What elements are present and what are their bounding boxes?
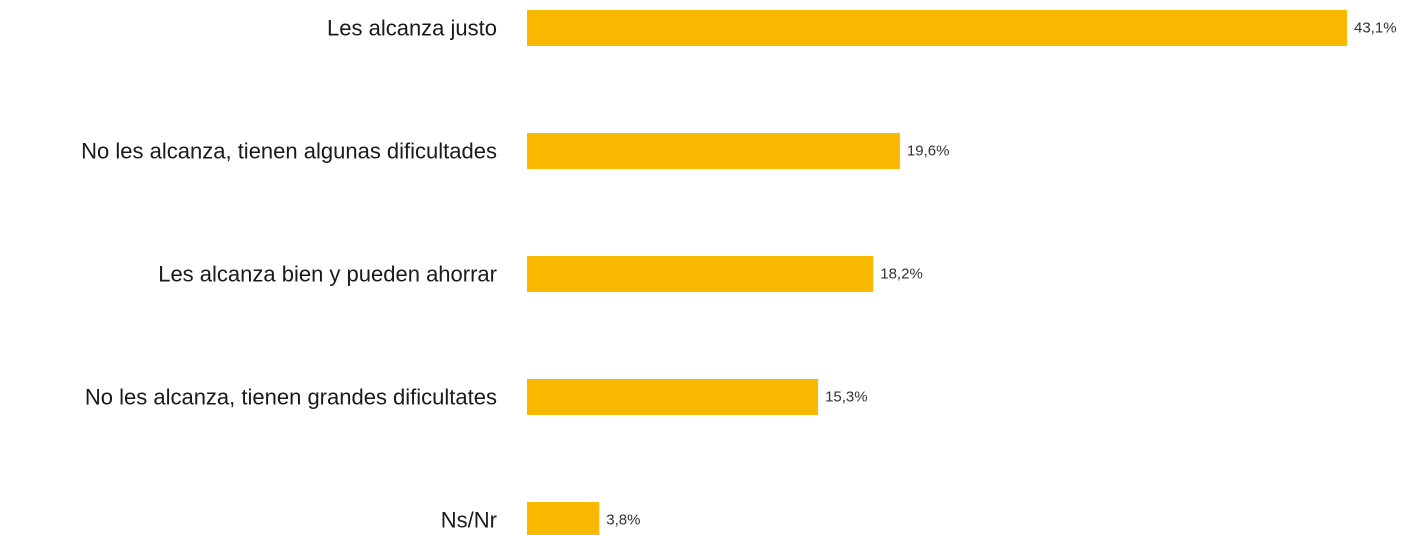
value-label: 15,3%: [825, 389, 868, 406]
value-label: 3,8%: [606, 512, 640, 529]
bar: [527, 379, 819, 415]
value-label: 19,6%: [907, 143, 950, 160]
category-label: No les alcanza, tienen grandes dificulta…: [85, 385, 497, 410]
category-label: No les alcanza, tienen algunas dificulta…: [81, 139, 497, 164]
category-label: Les alcanza bien y pueden ahorrar: [158, 262, 497, 287]
category-label: Ns/Nr: [441, 508, 497, 533]
bar: [527, 256, 874, 292]
value-label: 43,1%: [1354, 20, 1397, 37]
bar: [527, 502, 600, 535]
value-label: 18,2%: [880, 266, 923, 283]
category-label: Les alcanza justo: [327, 16, 497, 41]
bar: [527, 133, 900, 169]
bar: [527, 10, 1347, 46]
